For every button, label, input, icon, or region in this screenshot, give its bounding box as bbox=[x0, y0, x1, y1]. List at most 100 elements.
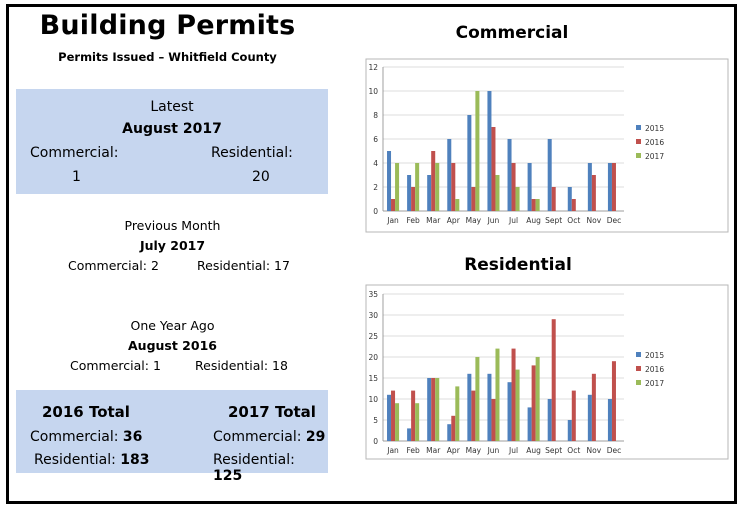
bar-2015 bbox=[487, 91, 492, 211]
bar-2016 bbox=[551, 319, 556, 441]
latest-residential-label: Residential: bbox=[211, 145, 293, 161]
y-tick-label: 5 bbox=[373, 416, 378, 425]
legend-label-2016: 2016 bbox=[645, 365, 664, 374]
x-tick-label: Sept bbox=[545, 216, 562, 225]
x-tick-label: Jan bbox=[386, 446, 399, 455]
bar-2016 bbox=[471, 187, 476, 211]
y-tick-label: 10 bbox=[368, 87, 378, 96]
bar-2016 bbox=[391, 390, 396, 441]
latest-commercial-label: Commercial: bbox=[30, 145, 119, 161]
x-tick-label: Feb bbox=[406, 216, 420, 225]
x-tick-label: Aug bbox=[526, 216, 541, 225]
latest-commercial-value: 1 bbox=[72, 169, 81, 185]
y-tick-label: 8 bbox=[373, 111, 378, 120]
x-tick-label: Jul bbox=[508, 216, 518, 225]
legend-swatch-2016 bbox=[636, 366, 641, 371]
x-tick-label: Sept bbox=[545, 446, 562, 455]
bar-2015 bbox=[387, 151, 392, 211]
year-ago-period: August 2016 bbox=[128, 338, 217, 353]
chart-box bbox=[365, 58, 729, 233]
page-frame bbox=[6, 4, 737, 504]
totals-panel: 2016 Total Commercial: 36 Residential: 1… bbox=[16, 390, 328, 484]
x-tick-label: Dec bbox=[607, 216, 622, 225]
bar-2015 bbox=[587, 394, 592, 441]
x-tick-label: Dec bbox=[607, 446, 622, 455]
bar-2017 bbox=[435, 163, 440, 211]
bar-2016 bbox=[391, 199, 396, 211]
bar-2016 bbox=[471, 390, 476, 441]
legend-swatch-2017 bbox=[636, 380, 641, 385]
bar-2015 bbox=[607, 399, 612, 441]
bar-2016 bbox=[591, 373, 596, 441]
y-tick-label: 2 bbox=[373, 183, 378, 192]
bar-2015 bbox=[507, 139, 512, 211]
y-tick-label: 6 bbox=[373, 135, 378, 144]
chart-title: Residential bbox=[464, 255, 572, 275]
bar-2016 bbox=[491, 399, 496, 441]
bar-2015 bbox=[567, 187, 572, 211]
bar-2015 bbox=[527, 163, 532, 211]
bar-2015 bbox=[447, 424, 452, 441]
bar-2015 bbox=[427, 175, 432, 211]
chart-commercial: Commercial 0 2 4 6 8 10 12 Jan Feb Mar Apr May Jun Jul… bbox=[365, 23, 729, 233]
bar-2015 bbox=[607, 163, 612, 211]
previous-month-period: July 2017 bbox=[139, 238, 206, 253]
y-tick-label: 4 bbox=[373, 159, 378, 168]
total-2017-residential: Residential: 125 bbox=[213, 452, 328, 484]
bar-2015 bbox=[467, 115, 472, 211]
bar-2016 bbox=[431, 378, 436, 441]
y-tick-label: 10 bbox=[368, 395, 378, 404]
x-tick-label: Nov bbox=[587, 216, 602, 225]
legend-swatch-2016 bbox=[636, 139, 641, 144]
bar-2017 bbox=[535, 357, 540, 441]
bar-2017 bbox=[535, 199, 540, 211]
x-tick-label: Jun bbox=[487, 446, 500, 455]
bar-2017 bbox=[495, 348, 500, 441]
bar-2017 bbox=[395, 163, 400, 211]
total-2016-residential: Residential: 183 bbox=[34, 452, 150, 468]
year-ago-residential: Residential: 18 bbox=[195, 358, 288, 373]
legend-label-2016: 2016 bbox=[645, 138, 664, 147]
bar-2015 bbox=[567, 420, 572, 441]
bar-2015 bbox=[547, 399, 552, 441]
latest-panel: Latest August 2017 Commercial: Residenti… bbox=[16, 89, 328, 194]
bar-2015 bbox=[507, 382, 512, 441]
total-2017-residential-value: 125 bbox=[213, 468, 243, 484]
bar-2015 bbox=[387, 394, 392, 441]
x-tick-label: Jan bbox=[386, 216, 399, 225]
bar-2015 bbox=[527, 407, 532, 441]
x-tick-label: Jun bbox=[487, 216, 500, 225]
x-tick-label: Aug bbox=[526, 446, 541, 455]
legend-swatch-2015 bbox=[636, 352, 641, 357]
bar-2017 bbox=[495, 175, 500, 211]
bar-2016 bbox=[531, 365, 536, 441]
legend-label-2017: 2017 bbox=[645, 379, 664, 388]
latest-heading: Latest bbox=[150, 99, 194, 115]
bar-2015 bbox=[407, 175, 412, 211]
bar-2017 bbox=[435, 378, 440, 441]
x-tick-label: Nov bbox=[587, 446, 602, 455]
bar-2017 bbox=[475, 91, 480, 211]
chart-residential: Residential 0 5 10 15 20 25 30 35 Jan Feb Mar Apr May… bbox=[365, 255, 729, 460]
legend-label-2017: 2017 bbox=[645, 152, 664, 161]
previous-month-heading: Previous Month bbox=[124, 218, 221, 233]
x-tick-label: Apr bbox=[447, 446, 461, 455]
legend-label-2015: 2015 bbox=[645, 124, 664, 133]
total-2016-commercial-value: 36 bbox=[122, 429, 143, 445]
chart-title: Commercial bbox=[456, 23, 569, 43]
bar-2017 bbox=[395, 403, 400, 441]
bar-2015 bbox=[407, 428, 412, 441]
bar-2015 bbox=[587, 163, 592, 211]
bar-2016 bbox=[511, 348, 516, 441]
year-ago-commercial: Commercial: 1 bbox=[70, 358, 161, 373]
y-tick-label: 35 bbox=[368, 290, 378, 299]
total-2017-commercial: Commercial: 29 bbox=[213, 429, 325, 445]
total-2016-residential-label: Residential: bbox=[34, 452, 121, 468]
total-2016-commercial-label: Commercial: bbox=[30, 429, 123, 445]
bar-2016 bbox=[551, 187, 556, 211]
bar-2016 bbox=[591, 175, 596, 211]
x-tick-label: Apr bbox=[447, 216, 461, 225]
total-2016-commercial: Commercial: 36 bbox=[30, 429, 142, 445]
x-tick-label: Mar bbox=[426, 446, 441, 455]
